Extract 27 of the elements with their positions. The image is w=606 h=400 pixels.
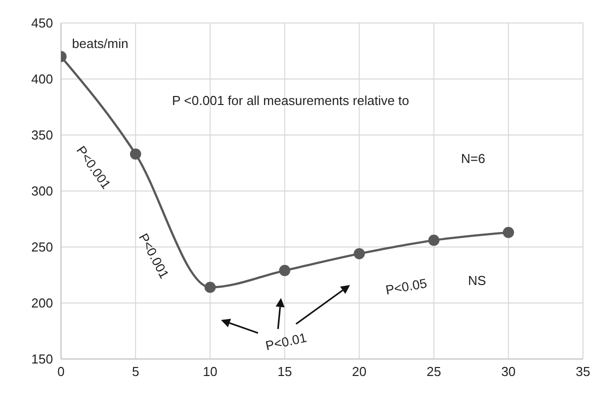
- annotation: beats/min: [72, 36, 128, 51]
- point: [502, 226, 514, 238]
- x-tick-label: 0: [57, 364, 65, 380]
- point: [130, 148, 142, 160]
- annotation: P<0.01: [264, 330, 308, 354]
- x-tick-label: 25: [426, 364, 442, 380]
- x-tick-label: 30: [501, 364, 516, 380]
- annotation: P<0.05: [384, 276, 428, 298]
- point: [279, 264, 290, 276]
- x-tick-label: 35: [576, 364, 590, 380]
- point: [204, 282, 216, 293]
- annotation: P <0.001 for all measurements relative to: [172, 93, 410, 108]
- x-tick-label: 5: [132, 364, 140, 380]
- y-tick-label: 350: [31, 128, 53, 143]
- y-tick-label: 200: [31, 296, 53, 311]
- y-tick-label: 300: [31, 184, 53, 199]
- annotation: N=6: [461, 151, 486, 166]
- point: [354, 248, 365, 260]
- x-tick-label: 10: [202, 364, 218, 380]
- y-tick-label: 450: [31, 16, 53, 31]
- y-tick-label: 250: [31, 240, 53, 255]
- x-tick-label: 20: [352, 364, 367, 380]
- y-tick-label: 400: [31, 72, 53, 87]
- annotation: NS: [468, 273, 486, 288]
- point: [428, 234, 440, 246]
- y-tick-label: 150: [31, 352, 53, 367]
- x-tick-label: 15: [277, 364, 292, 380]
